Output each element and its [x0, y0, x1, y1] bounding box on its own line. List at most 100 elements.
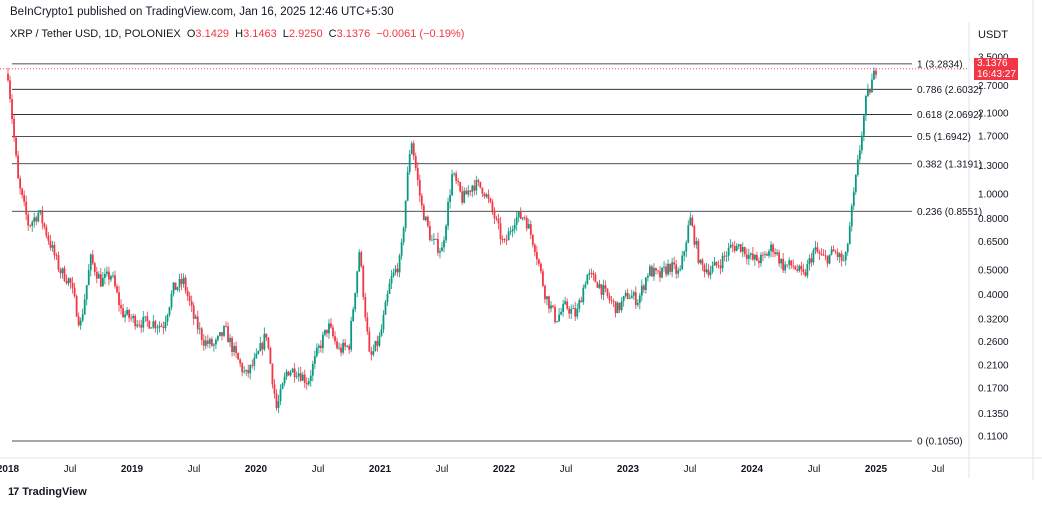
candle-body: [154, 321, 157, 329]
candle-body: [812, 250, 815, 263]
candle-body: [198, 328, 201, 330]
candle-body: [743, 247, 746, 255]
candle-body: [299, 373, 302, 381]
candle-body: [745, 254, 748, 259]
candle-body: [114, 275, 116, 287]
candle-body: [71, 282, 74, 288]
candle-body: [691, 217, 694, 227]
candle-body: [709, 271, 712, 276]
candle-body: [505, 239, 508, 241]
candle-body: [362, 266, 365, 297]
candle-body: [519, 211, 522, 219]
candle-body: [388, 283, 391, 294]
candle-body: [642, 285, 645, 290]
candle-body: [544, 285, 546, 300]
candle-body: [636, 303, 639, 305]
candle-body: [634, 292, 637, 305]
candle-body: [582, 287, 585, 303]
time-tick: 2018: [0, 464, 20, 475]
candle-body: [433, 238, 435, 240]
candle-body: [263, 333, 266, 350]
candle-body: [106, 271, 108, 274]
candle-body: [15, 137, 17, 156]
candle-body: [400, 242, 403, 256]
candle-body: [473, 185, 476, 191]
open-value: 3.1429: [195, 28, 230, 40]
candle-body: [610, 300, 613, 301]
candle-body: [531, 234, 534, 245]
time-tick: Jul: [312, 464, 325, 475]
candle-body: [87, 270, 90, 286]
candle-body: [148, 321, 151, 329]
time-tick: 2022: [493, 464, 516, 475]
fib-label-0.786: 0.786 (2.6032): [917, 85, 982, 96]
fib-label-0.236: 0.236 (0.8551): [917, 207, 982, 218]
candle-body: [29, 225, 32, 227]
candle-body: [269, 347, 272, 364]
candle-body: [408, 154, 411, 172]
candle-body: [467, 190, 470, 195]
candle-body: [55, 255, 58, 257]
candle-body: [798, 265, 801, 271]
candle-body: [723, 255, 726, 257]
candle-body: [142, 316, 145, 328]
candle-body: [693, 226, 696, 245]
candle-body: [243, 371, 246, 373]
candle-body: [378, 335, 381, 346]
candle-body: [435, 238, 437, 240]
candle-body: [235, 346, 238, 354]
price-tick: 1.7000: [978, 131, 1009, 142]
candle-body: [255, 353, 258, 358]
candle-body: [646, 275, 649, 278]
candle-body: [221, 332, 223, 336]
candle-body: [13, 118, 15, 138]
candle-body: [562, 304, 565, 312]
candle-body: [584, 284, 587, 288]
candle-body: [546, 296, 548, 300]
candle-body: [79, 320, 82, 326]
candle-body: [202, 339, 205, 346]
fib-label-1: 1 (3.2834): [917, 59, 963, 70]
candle-body: [828, 254, 831, 264]
fib-label-0.5: 0.5 (1.6942): [917, 132, 971, 143]
candle-body: [47, 235, 50, 241]
candle-body: [475, 180, 478, 191]
candle-body: [535, 252, 538, 260]
candle-body: [259, 343, 262, 352]
candle-body: [75, 296, 78, 317]
candle-body: [346, 345, 349, 347]
candle-body: [762, 254, 764, 256]
candle-body: [600, 284, 603, 295]
candle-body: [552, 305, 554, 307]
price-tick: 2.1000: [978, 108, 1009, 119]
candle-body: [533, 244, 536, 253]
candle-body: [782, 258, 785, 271]
time-tick: 2021: [369, 464, 392, 475]
candle-body: [319, 345, 322, 349]
candle-body: [176, 287, 179, 290]
candle-body: [396, 268, 399, 273]
candle-body: [410, 143, 413, 155]
candle-body: [192, 305, 195, 319]
candle-body: [753, 254, 756, 260]
candle-body: [297, 373, 300, 377]
candle-body: [281, 383, 284, 389]
candle-body: [380, 329, 383, 336]
candle-body: [328, 323, 330, 334]
candle-body: [675, 264, 678, 274]
candle-body: [671, 262, 674, 272]
price-tick: 0.2100: [978, 361, 1009, 372]
candle-body: [190, 301, 193, 306]
candle-body: [509, 231, 512, 233]
candle-body: [49, 240, 52, 248]
candle-body: [368, 331, 371, 352]
candle-body: [826, 256, 829, 264]
candle-body: [457, 180, 460, 183]
change-value: −0.0061 (−0.19%): [376, 28, 465, 40]
candle-body: [677, 270, 680, 274]
candle-body: [301, 374, 304, 381]
candle-body: [489, 198, 492, 202]
candle-body: [568, 308, 571, 314]
time-tick: Jul: [436, 464, 449, 475]
